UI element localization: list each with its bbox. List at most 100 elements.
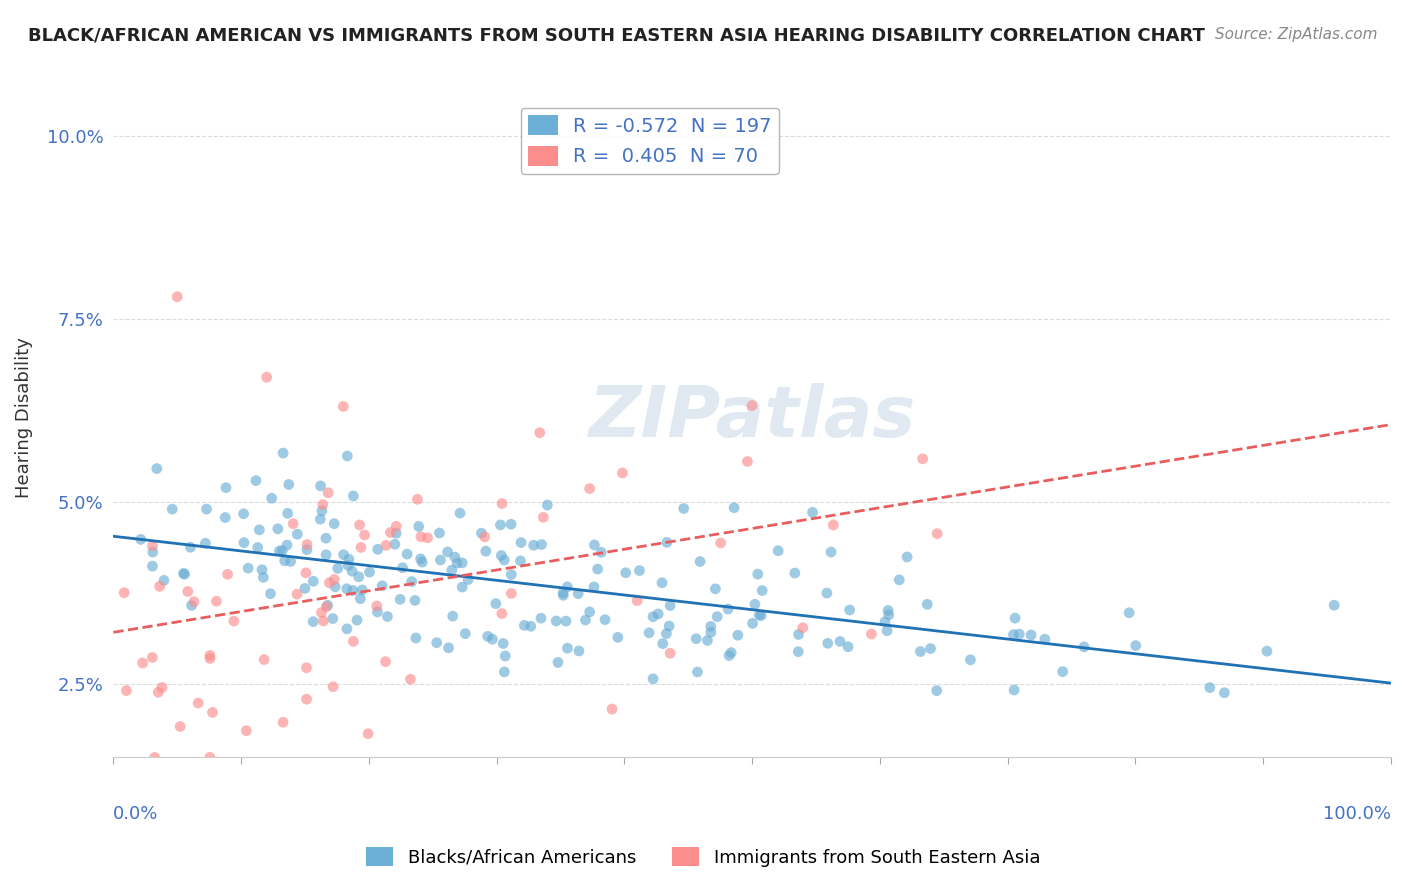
Blacks/African Americans	[405, 631, 427, 645]
Blacks/African Americans	[337, 558, 360, 573]
Blacks/African Americans	[250, 563, 273, 577]
Blacks/African Americans	[748, 608, 770, 623]
Blacks/African Americans	[446, 556, 468, 570]
Blacks/African Americans	[470, 526, 492, 541]
Blacks/African Americans	[180, 599, 202, 613]
Blacks/African Americans	[1033, 632, 1056, 647]
Blacks/African Americans	[877, 607, 900, 622]
Blacks/African Americans	[1052, 665, 1074, 679]
Text: Source: ZipAtlas.com: Source: ZipAtlas.com	[1215, 27, 1378, 42]
Immigrants from South Eastern Asia	[311, 606, 333, 620]
Blacks/African Americans	[783, 566, 806, 580]
Blacks/African Americans	[409, 552, 432, 566]
Immigrants from South Eastern Asia	[295, 566, 318, 580]
Immigrants from South Eastern Asia	[323, 573, 346, 587]
Blacks/African Americans	[876, 624, 898, 638]
Blacks/African Americans	[332, 548, 354, 562]
Blacks/African Americans	[1323, 598, 1346, 612]
Blacks/African Americans	[429, 553, 451, 567]
Blacks/African Americans	[513, 618, 536, 632]
Blacks/African Americans	[547, 656, 569, 670]
Blacks/African Americans	[553, 588, 575, 602]
Blacks/African Americans	[706, 609, 728, 624]
Text: BLACK/AFRICAN AMERICAN VS IMMIGRANTS FROM SOUTH EASTERN ASIA HEARING DISABILITY : BLACK/AFRICAN AMERICAN VS IMMIGRANTS FRO…	[28, 27, 1205, 45]
Blacks/African Americans	[141, 559, 163, 574]
Blacks/African Americans	[273, 554, 295, 568]
Blacks/African Americans	[536, 498, 558, 512]
Blacks/African Americans	[659, 599, 682, 613]
Blacks/African Americans	[294, 582, 316, 596]
Text: 100.0%: 100.0%	[1323, 805, 1391, 823]
Blacks/African Americans	[302, 615, 325, 629]
Immigrants from South Eastern Asia	[416, 531, 439, 545]
Blacks/African Americans	[578, 605, 600, 619]
Blacks/African Americans	[451, 556, 474, 570]
Immigrants from South Eastern Asia	[295, 538, 318, 552]
Immigrants from South Eastern Asia	[285, 587, 308, 601]
Blacks/African Americans	[267, 522, 290, 536]
Blacks/African Americans	[838, 603, 860, 617]
Blacks/African Americans	[352, 582, 374, 597]
Blacks/African Americans	[510, 535, 533, 549]
Blacks/African Americans	[638, 625, 661, 640]
Immigrants from South Eastern Asia	[198, 648, 221, 663]
Blacks/African Americans	[411, 555, 433, 569]
Blacks/African Americans	[551, 586, 574, 600]
Immigrants from South Eastern Asia	[256, 370, 278, 384]
Immigrants from South Eastern Asia	[659, 646, 682, 660]
Immigrants from South Eastern Asia	[115, 683, 138, 698]
Blacks/African Americans	[336, 582, 359, 596]
Blacks/African Americans	[766, 543, 789, 558]
Blacks/African Americans	[232, 507, 254, 521]
Blacks/African Americans	[700, 625, 723, 640]
Blacks/African Americans	[349, 591, 371, 606]
Blacks/African Americans	[574, 613, 596, 627]
Legend: Blacks/African Americans, Immigrants from South Eastern Asia: Blacks/African Americans, Immigrants fro…	[359, 840, 1047, 874]
Blacks/African Americans	[817, 636, 839, 650]
Immigrants from South Eastern Asia	[222, 614, 245, 628]
Immigrants from South Eastern Asia	[150, 681, 173, 695]
Immigrants from South Eastern Asia	[332, 400, 354, 414]
Immigrants from South Eastern Asia	[406, 492, 429, 507]
Blacks/African Americans	[323, 516, 346, 531]
Immigrants from South Eastern Asia	[353, 528, 375, 542]
Immigrants from South Eastern Asia	[112, 585, 135, 599]
Blacks/African Americans	[1002, 627, 1025, 641]
Blacks/African Americans	[700, 619, 723, 633]
Immigrants from South Eastern Asia	[626, 593, 648, 607]
Immigrants from South Eastern Asia	[141, 650, 163, 665]
Immigrants from South Eastern Asia	[205, 594, 228, 608]
Text: 0.0%: 0.0%	[114, 805, 159, 823]
Blacks/African Americans	[441, 609, 464, 624]
Blacks/African Americans	[454, 626, 477, 640]
Blacks/African Americans	[129, 533, 152, 547]
Immigrants from South Eastern Asia	[927, 526, 949, 541]
Blacks/African Americans	[591, 545, 613, 559]
Blacks/African Americans	[371, 579, 394, 593]
Immigrants from South Eastern Asia	[823, 518, 845, 533]
Blacks/African Americans	[485, 597, 508, 611]
Blacks/African Americans	[246, 541, 269, 555]
Blacks/African Americans	[582, 580, 605, 594]
Blacks/African Americans	[309, 479, 332, 493]
Immigrants from South Eastern Asia	[374, 655, 396, 669]
Blacks/African Americans	[271, 543, 294, 558]
Blacks/African Americans	[259, 587, 281, 601]
Blacks/African Americans	[568, 644, 591, 658]
Blacks/African Americans	[340, 564, 363, 578]
Blacks/African Americans	[359, 565, 381, 579]
Blacks/African Americans	[408, 519, 430, 533]
Immigrants from South Eastern Asia	[409, 530, 432, 544]
Blacks/African Americans	[685, 632, 707, 646]
Immigrants from South Eastern Asia	[600, 702, 623, 716]
Blacks/African Americans	[384, 537, 406, 551]
Immigrants from South Eastern Asia	[187, 696, 209, 710]
Immigrants from South Eastern Asia	[183, 595, 205, 609]
Blacks/African Americans	[173, 566, 195, 581]
Immigrants from South Eastern Asia	[198, 651, 221, 665]
Blacks/African Americans	[747, 567, 769, 582]
Immigrants from South Eastern Asia	[792, 621, 814, 635]
Blacks/African Americans	[820, 545, 842, 559]
Blacks/African Americans	[194, 536, 217, 550]
Blacks/African Americans	[342, 489, 364, 503]
